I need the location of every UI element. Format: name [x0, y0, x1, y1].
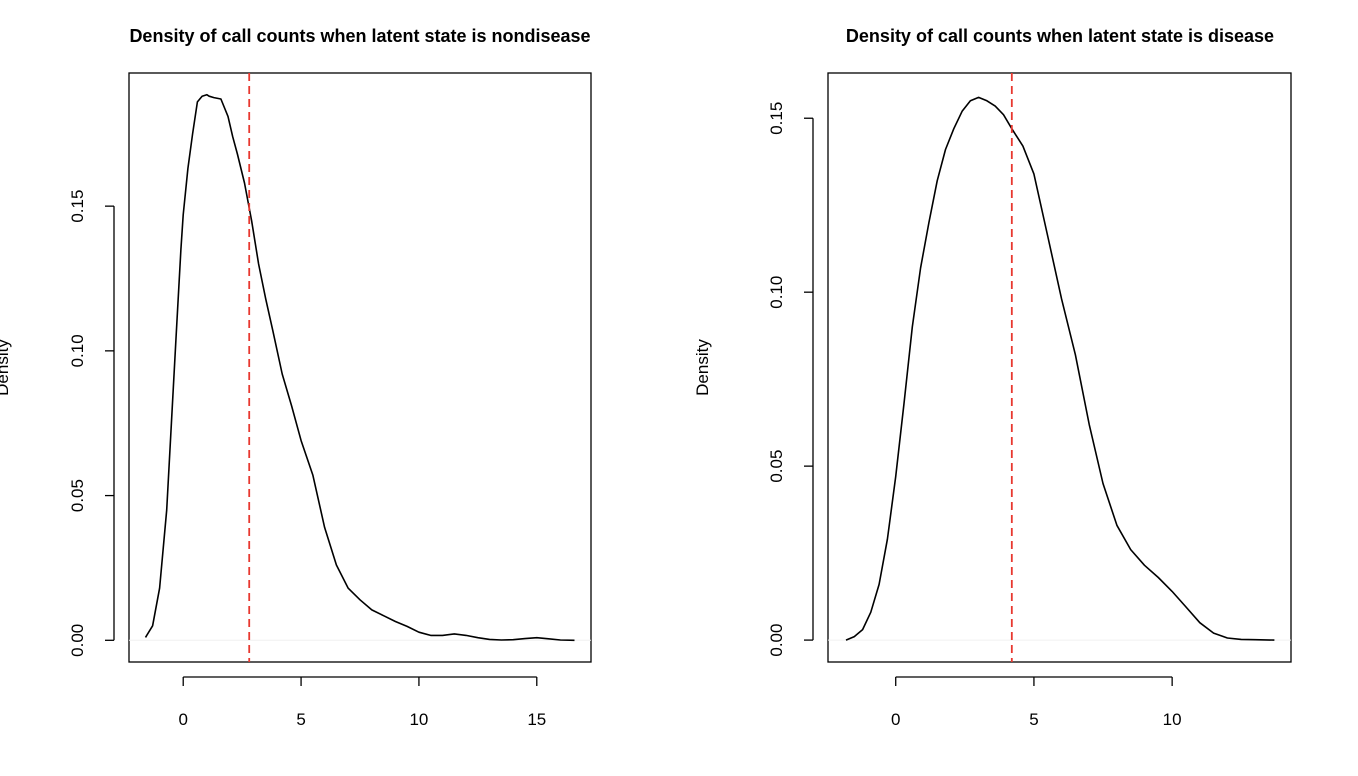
y-tick-label: 0.05 — [68, 479, 87, 512]
density-panel-1: Density of call counts when latent state… — [0, 26, 592, 729]
density-curve — [144, 93, 575, 642]
density-curve — [845, 96, 1275, 641]
y-tick-label: 0.10 — [767, 276, 786, 309]
y-tick-label: 0.15 — [767, 102, 786, 135]
y-axis-label: Density — [693, 339, 712, 396]
y-tick-label: 0.00 — [767, 624, 786, 657]
chart-title: Density of call counts when latent state… — [129, 26, 590, 46]
y-tick-label: 0.15 — [68, 190, 87, 223]
x-tick-label: 5 — [1029, 710, 1038, 729]
y-axis-label: Density — [0, 339, 12, 396]
chart-title: Density of call counts when latent state… — [846, 26, 1274, 46]
x-tick-label: 10 — [409, 710, 428, 729]
y-tick-label: 0.10 — [68, 334, 87, 367]
y-tick-label: 0.00 — [68, 624, 87, 657]
x-tick-label: 5 — [296, 710, 305, 729]
x-tick-label: 0 — [891, 710, 900, 729]
y-tick-label: 0.05 — [767, 450, 786, 483]
x-tick-label: 15 — [527, 710, 546, 729]
x-tick-label: 10 — [1163, 710, 1182, 729]
density-panel-2: Density of call counts when latent state… — [693, 26, 1292, 729]
plot-frame — [128, 72, 592, 663]
plot-frame — [827, 72, 1292, 663]
x-tick-label: 0 — [178, 710, 187, 729]
